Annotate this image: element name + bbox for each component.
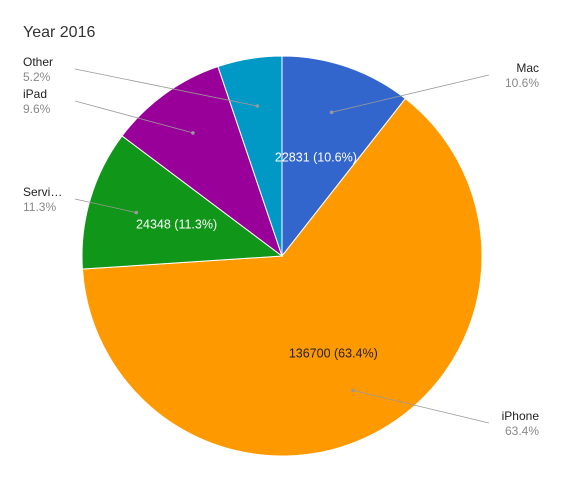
slice-name-label: Servi… <box>23 185 62 199</box>
slice-data-label: 22831 (10.6%) <box>275 151 357 165</box>
leader-dot-other <box>255 104 260 108</box>
leader-dot-iphone <box>351 388 355 393</box>
slice-percent-label: 9.6% <box>23 102 51 116</box>
slice-percent-label: 11.3% <box>23 200 56 214</box>
pie-slice-mac[interactable] <box>281 55 407 258</box>
chart-title: Year 2016 <box>23 24 95 41</box>
slice-name-label: Mac <box>516 61 539 75</box>
slice-name-label: Other <box>23 55 53 69</box>
leader-dot-ipad <box>191 131 195 135</box>
slice-percent-label: 5.2% <box>23 70 51 84</box>
pie-slice-iphone[interactable] <box>81 97 483 457</box>
slice-data-label: 136700 (63.4%) <box>289 346 378 360</box>
slice-percent-label: 63.4% <box>505 424 539 438</box>
pie-slice-ipad[interactable] <box>121 65 283 258</box>
pie-slices <box>81 55 483 457</box>
slice-percent-label: 10.6% <box>505 76 539 90</box>
slice-name-label: iPad <box>23 87 47 101</box>
leader-line-ipad <box>74 100 194 134</box>
leader-line-mac <box>331 74 490 113</box>
leader-line-servi <box>74 198 137 213</box>
slice-name-label: iPhone <box>502 409 540 423</box>
leader-line-other <box>74 68 258 107</box>
pie-slice-other[interactable] <box>217 55 283 257</box>
pie-slice-servi[interactable] <box>81 135 284 270</box>
leader-line-iphone <box>352 390 490 424</box>
slice-data-label: 24348 (11.3%) <box>136 218 217 232</box>
leader-lines <box>74 68 490 424</box>
leader-dot-servi <box>134 210 139 215</box>
leader-dot-mac <box>329 110 334 115</box>
